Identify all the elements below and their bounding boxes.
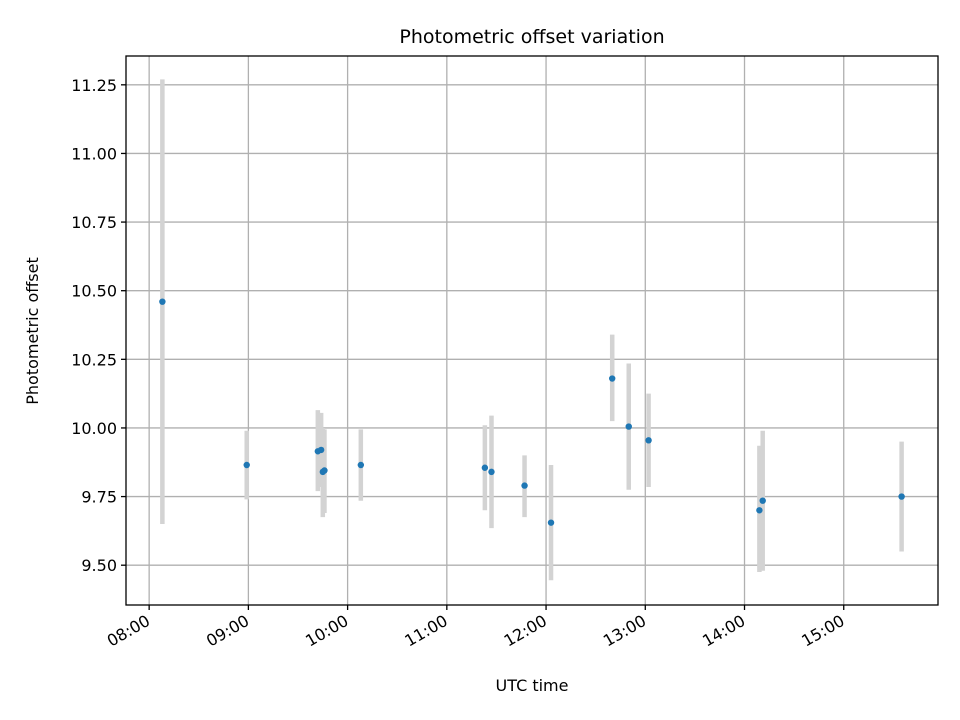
data-point bbox=[609, 375, 616, 382]
y-tick-label: 10.50 bbox=[71, 282, 117, 301]
data-points bbox=[159, 298, 905, 526]
data-point bbox=[357, 461, 365, 469]
data-point bbox=[243, 461, 250, 469]
x-axis-label: UTC time bbox=[496, 676, 569, 695]
data-point bbox=[481, 464, 489, 471]
data-point bbox=[317, 446, 325, 454]
y-tick-label: 10.00 bbox=[71, 419, 117, 438]
y-axis-label: Photometric offset bbox=[23, 257, 42, 405]
data-point bbox=[488, 468, 495, 476]
data-point bbox=[625, 423, 632, 430]
data-point bbox=[521, 482, 528, 489]
data-point bbox=[159, 298, 166, 305]
y-tick-label: 9.75 bbox=[81, 488, 117, 507]
y-tick-label: 10.75 bbox=[71, 213, 117, 232]
chart-title: Photometric offset variation bbox=[399, 26, 664, 48]
y-tick-label: 11.25 bbox=[71, 76, 117, 95]
data-point bbox=[759, 497, 766, 504]
grid bbox=[126, 56, 938, 605]
data-point bbox=[756, 507, 763, 514]
y-tick-label: 9.50 bbox=[81, 556, 117, 575]
data-point bbox=[321, 467, 328, 474]
y-tick-label: 11.00 bbox=[71, 144, 117, 163]
data-point bbox=[547, 519, 555, 526]
y-tick-label: 10.25 bbox=[71, 350, 117, 369]
plot-area bbox=[126, 56, 938, 605]
data-point bbox=[898, 493, 905, 500]
plot-frame bbox=[125, 55, 939, 606]
data-point bbox=[645, 437, 652, 444]
y-axis-ticks: 9.50 9.75 10.00 10.25 10.50 10.75 11.00 11.25 bbox=[71, 76, 126, 575]
